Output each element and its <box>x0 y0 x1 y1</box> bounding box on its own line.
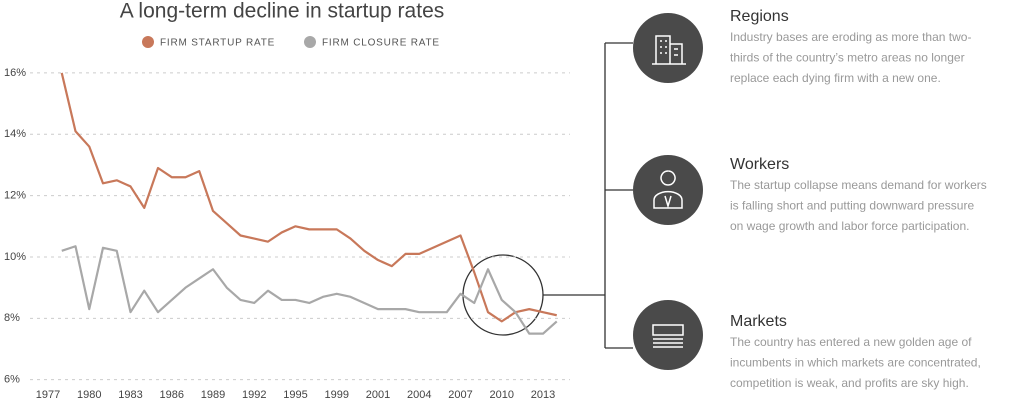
legend-label: FIRM STARTUP RATE <box>160 38 275 49</box>
panel-title: Workers <box>730 156 789 173</box>
y-tick-label: 14% <box>4 128 26 140</box>
y-tick-label: 12% <box>4 190 26 202</box>
x-tick-label: 1999 <box>325 389 349 401</box>
x-tick-label: 1995 <box>283 389 307 401</box>
panel-text: competition is weak, and profits are sky… <box>730 376 969 390</box>
legend-label: FIRM CLOSURE RATE <box>322 38 440 49</box>
y-tick-label: 8% <box>4 312 20 324</box>
x-tick-label: 2001 <box>366 389 390 401</box>
highlight-circle <box>462 254 544 336</box>
icon-workers <box>633 155 703 225</box>
series-line <box>60 72 557 323</box>
worker-icon <box>653 170 683 209</box>
money-icon <box>652 324 684 348</box>
x-tick-label: 2010 <box>490 389 514 401</box>
bracket <box>543 42 633 349</box>
x-tick-label: 2013 <box>531 389 555 401</box>
panel-text: thirds of the country’s metro areas no l… <box>730 51 965 65</box>
panel-title: Markets <box>730 313 787 330</box>
panel-text: on wage growth and labor force participa… <box>730 219 969 233</box>
panel-text: replace each dying firm with a new one. <box>730 71 941 85</box>
y-tick-label: 16% <box>4 67 26 79</box>
x-tick-label: 1977 <box>36 389 60 401</box>
panels: Regions Industry bases are eroding as mor… <box>730 8 987 390</box>
panel-text: Industry bases are eroding as more than … <box>730 30 971 44</box>
legend-swatch <box>304 36 316 48</box>
x-tick-label: 1983 <box>118 389 142 401</box>
panel-text: The startup collapse means demand for wo… <box>730 178 987 192</box>
panel-title: Regions <box>730 8 789 25</box>
x-tick-label: 1980 <box>77 389 101 401</box>
y-tick-label: 6% <box>4 374 20 386</box>
x-tick-label: 1986 <box>160 389 184 401</box>
x-tick-label: 2007 <box>448 389 472 401</box>
x-tick-label: 1992 <box>242 389 266 401</box>
legend-swatch <box>142 36 154 48</box>
panel-text: The country has entered a new golden age… <box>730 335 972 349</box>
building-icon <box>652 35 686 65</box>
x-tick-label: 1989 <box>201 389 225 401</box>
series-line <box>61 245 558 335</box>
icon-regions <box>633 13 703 83</box>
x-tick-label: 2004 <box>407 389 431 401</box>
y-tick-label: 10% <box>4 251 26 263</box>
panel-text: is falling short and putting downward pr… <box>730 199 974 213</box>
chart-title: A long-term decline in startup rates <box>120 0 445 23</box>
panel-text: incumbents in which markets are concentr… <box>730 356 981 370</box>
